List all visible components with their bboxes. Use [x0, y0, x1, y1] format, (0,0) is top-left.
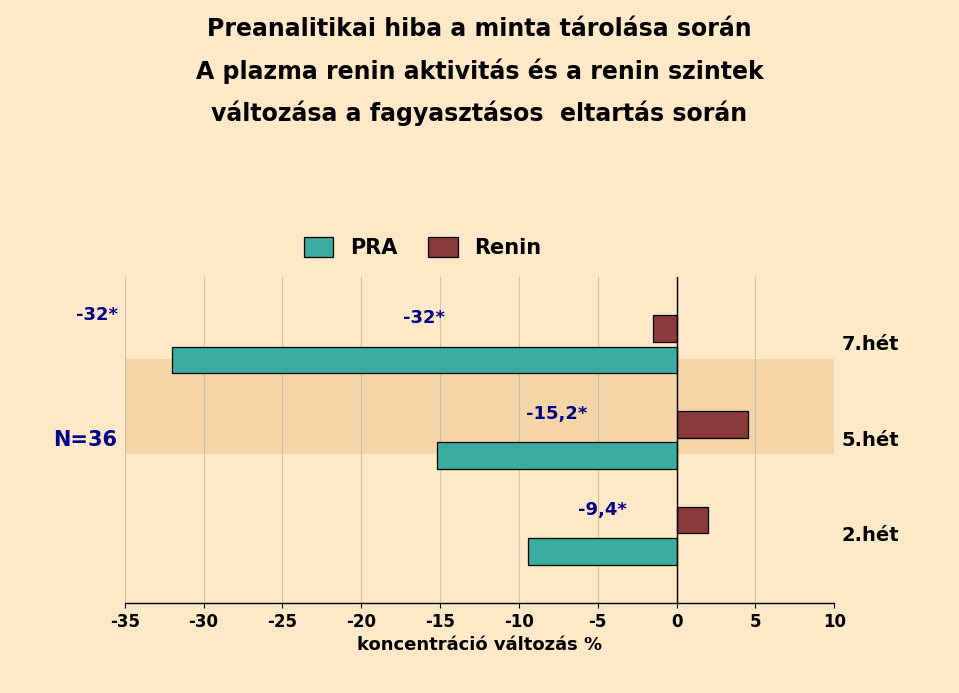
Bar — [125, 263, 834, 426]
Text: -15,2*: -15,2* — [526, 405, 588, 423]
Bar — [677, 507, 708, 534]
Text: A plazma renin aktivitás és a renin szintek: A plazma renin aktivitás és a renin szin… — [196, 59, 763, 85]
Text: -32*: -32* — [76, 306, 118, 324]
Bar — [677, 411, 748, 438]
Text: 2.hét: 2.hét — [841, 527, 899, 545]
Text: -32*: -32* — [404, 310, 445, 328]
Bar — [437, 442, 677, 469]
Bar — [653, 315, 677, 342]
Text: 7.hét: 7.hét — [841, 335, 899, 353]
Text: változása a fagyasztásos  eltartás során: változása a fagyasztásos eltartás során — [211, 100, 748, 126]
Bar — [172, 346, 677, 374]
Text: 5.hét: 5.hét — [841, 430, 899, 450]
Text: -9,4*: -9,4* — [578, 501, 627, 519]
Text: N=36: N=36 — [54, 430, 118, 450]
Bar — [125, 455, 834, 617]
Text: Preanalitikai hiba a minta tárolása során: Preanalitikai hiba a minta tárolása sorá… — [207, 17, 752, 42]
Legend: PRA, Renin: PRA, Renin — [295, 229, 550, 267]
Bar — [528, 538, 677, 565]
Bar — [125, 359, 834, 522]
X-axis label: koncentráció változás %: koncentráció változás % — [357, 636, 602, 654]
